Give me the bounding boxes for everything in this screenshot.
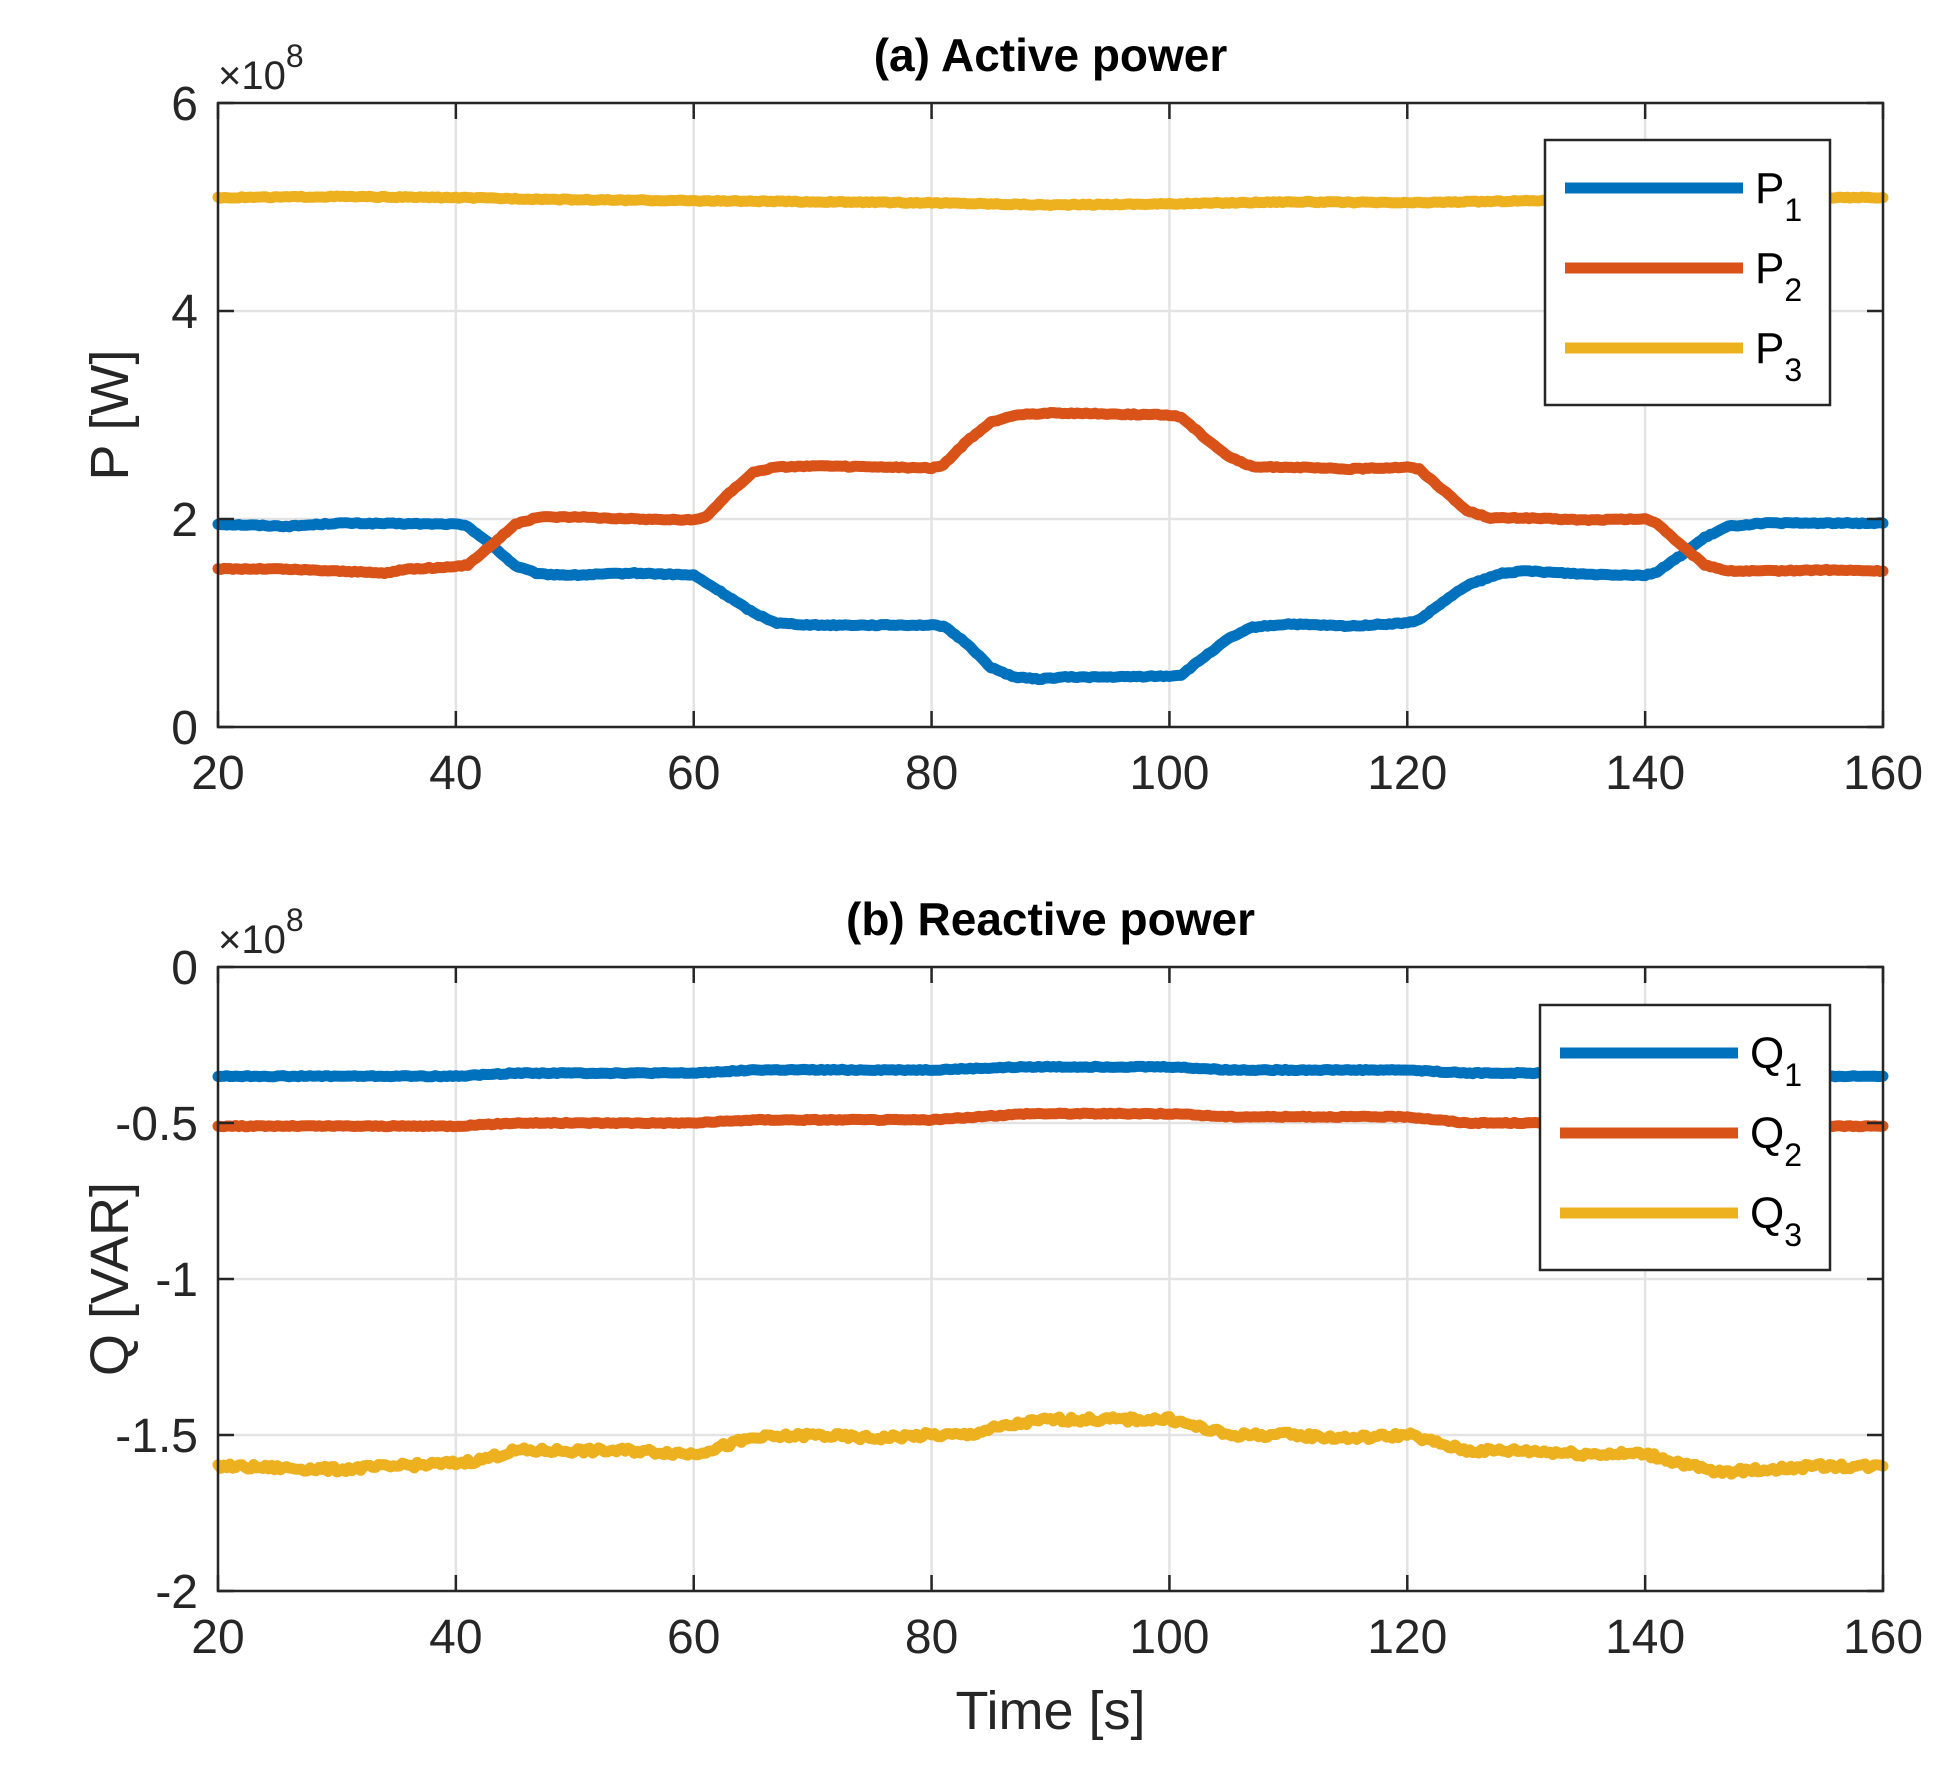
y-tick-label: -1.5 bbox=[115, 1410, 198, 1463]
x-tick-label: 120 bbox=[1367, 1611, 1447, 1664]
axes-box bbox=[216, 101, 1885, 729]
chart-title: (b) Reactive power bbox=[846, 893, 1255, 945]
y-tick-label: 0 bbox=[171, 942, 198, 995]
x-tick-label: 160 bbox=[1843, 747, 1923, 800]
series-line-p2 bbox=[212, 407, 1889, 579]
legend-label-subscript: 3 bbox=[1784, 352, 1802, 388]
y-tick-label: 2 bbox=[171, 494, 198, 547]
legend-label-subscript: 3 bbox=[1784, 1217, 1802, 1253]
x-tick-label: 20 bbox=[191, 1611, 244, 1664]
x-tick-label: 120 bbox=[1367, 747, 1447, 800]
x-tick-label: 40 bbox=[429, 1611, 482, 1664]
y-axis-label: Q [VAR] bbox=[80, 1182, 140, 1376]
chart-panel-b: 20 40 60 80 100 120 140 160 0 -0.5 -1 -1.5 -2 ×108 (b)… bbox=[80, 893, 1923, 1741]
x-axis-label: Time [s] bbox=[955, 1681, 1145, 1741]
legend-label-subscript: 2 bbox=[1784, 272, 1802, 308]
legend-label-subscript: 1 bbox=[1784, 192, 1802, 228]
x-tick-label: 80 bbox=[905, 1611, 958, 1664]
x-tick-label: 100 bbox=[1129, 747, 1209, 800]
chart-panel-a: 20 40 60 80 100 120 140 160 0 2 4 6 ×108 (a) Active p… bbox=[80, 29, 1923, 800]
y-exponent-label: ×108 bbox=[218, 902, 304, 962]
legend-label-subscript: 2 bbox=[1784, 1137, 1802, 1173]
y-tick-label: 0 bbox=[171, 702, 198, 755]
x-tick-label: 60 bbox=[667, 747, 720, 800]
y-axis-label: P [W] bbox=[80, 349, 140, 480]
x-tick-label: 160 bbox=[1843, 1611, 1923, 1664]
y-tick-label: -0.5 bbox=[115, 1098, 198, 1151]
y-tick-label: -2 bbox=[155, 1566, 198, 1619]
x-tick-label: 80 bbox=[905, 747, 958, 800]
x-tick-label: 20 bbox=[191, 747, 244, 800]
y-exponent-power: 8 bbox=[286, 38, 304, 74]
x-tick-label: 40 bbox=[429, 747, 482, 800]
y-exponent-power: 8 bbox=[286, 902, 304, 938]
chart-title: (a) Active power bbox=[874, 29, 1228, 81]
x-tick-label: 140 bbox=[1605, 747, 1685, 800]
x-tick-label: 140 bbox=[1605, 1611, 1685, 1664]
y-exponent-label: ×108 bbox=[218, 38, 304, 98]
x-tick-label: 60 bbox=[667, 1611, 720, 1664]
y-tick-label: -1 bbox=[155, 1254, 198, 1307]
y-tick-label: 6 bbox=[171, 78, 198, 131]
legend-label-subscript: 1 bbox=[1784, 1057, 1802, 1093]
x-tick-label: 100 bbox=[1129, 1611, 1209, 1664]
y-tick-label: 4 bbox=[171, 286, 198, 339]
series-line-q3 bbox=[212, 1411, 1889, 1480]
